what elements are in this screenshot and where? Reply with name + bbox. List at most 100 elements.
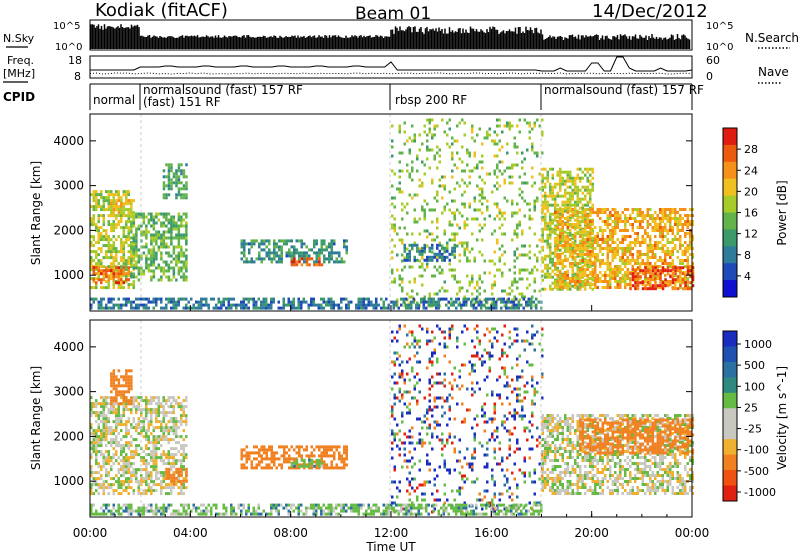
data-cell	[265, 303, 268, 307]
data-cell	[671, 229, 674, 232]
data-cell	[689, 214, 692, 217]
data-cell	[451, 169, 454, 173]
data-cell	[170, 447, 173, 451]
data-cell	[411, 243, 414, 247]
data-cell	[112, 262, 115, 266]
data-cell	[105, 468, 108, 472]
data-cell	[541, 269, 544, 273]
data-cell	[654, 287, 657, 291]
data-cell	[152, 300, 155, 304]
data-cell	[433, 124, 436, 128]
data-cell	[601, 262, 604, 265]
data-cell	[541, 215, 544, 219]
data-cell	[471, 232, 474, 236]
data-cell	[481, 211, 484, 215]
data-cell	[145, 402, 148, 406]
data-cell	[486, 136, 489, 140]
data-cell	[312, 300, 315, 304]
data-cell	[160, 483, 163, 487]
data-cell	[125, 471, 128, 475]
data-cell	[177, 233, 181, 237]
noise-panel: 10^5 10^0 10^5 10^0	[53, 19, 733, 53]
data-cell	[250, 239, 253, 243]
data-cell	[604, 247, 607, 250]
data-cell	[142, 215, 146, 219]
data-cell	[165, 297, 168, 301]
data-cell	[486, 133, 489, 137]
data-cell	[556, 287, 559, 291]
data-cell	[586, 274, 589, 277]
data-cell	[669, 253, 672, 256]
data-cell	[528, 217, 531, 221]
data-cell	[107, 492, 110, 496]
data-cell	[152, 215, 156, 219]
data-cell	[175, 420, 178, 424]
data-cell	[398, 274, 401, 278]
data-cell	[240, 306, 243, 310]
data-cell	[586, 203, 589, 207]
data-cell	[551, 263, 554, 267]
data-cell	[120, 474, 123, 478]
data-cell	[220, 306, 223, 310]
data-cell	[112, 208, 116, 212]
data-cell	[472, 306, 475, 310]
data-cell	[561, 266, 564, 270]
data-cell	[421, 256, 424, 260]
data-cell	[679, 286, 682, 289]
data-cell	[172, 257, 176, 261]
data-cell	[145, 230, 148, 234]
data-cell	[277, 300, 280, 304]
data-cell	[398, 190, 401, 194]
data-cell	[546, 272, 549, 276]
data-cell	[631, 226, 634, 229]
data-cell	[559, 179, 562, 183]
data-cell	[120, 238, 123, 242]
data-cell	[115, 441, 118, 445]
data-cell	[646, 287, 650, 291]
data-cell	[491, 283, 494, 287]
data-cell	[300, 303, 303, 307]
data-cell	[160, 474, 163, 478]
data-cell	[152, 408, 155, 412]
data-cell	[125, 226, 128, 230]
data-cell	[574, 280, 577, 283]
data-cell	[401, 259, 404, 263]
data-cell	[606, 280, 609, 283]
data-cell	[345, 303, 348, 307]
data-cell	[102, 456, 105, 460]
data-cell	[566, 244, 569, 247]
data-cell	[463, 220, 466, 224]
data-cell	[533, 124, 536, 128]
data-cell	[90, 297, 93, 301]
data-cell	[135, 453, 138, 457]
data-cell	[278, 254, 281, 258]
data-cell	[574, 182, 577, 186]
data-cell	[411, 289, 414, 293]
data-cell	[411, 246, 414, 250]
data-cell	[122, 205, 126, 209]
data-cell	[451, 154, 454, 158]
data-cell	[132, 259, 135, 263]
data-cell	[92, 471, 95, 475]
data-cell	[107, 256, 110, 260]
data-cell	[546, 233, 549, 237]
data-cell	[265, 300, 268, 304]
data-cell	[160, 480, 163, 484]
data-cell	[185, 175, 188, 179]
data-cell	[586, 235, 589, 238]
data-cell	[616, 223, 619, 226]
data-cell	[591, 253, 594, 256]
data-cell	[471, 127, 474, 131]
data-cell	[549, 224, 552, 228]
data-cell	[679, 266, 682, 270]
data-cell	[674, 266, 677, 270]
data-cell	[320, 251, 323, 255]
data-cell	[456, 280, 459, 284]
data-cell	[596, 280, 599, 283]
data-cell	[245, 303, 248, 307]
data-cell	[420, 297, 423, 301]
data-cell	[115, 193, 118, 197]
data-cell	[651, 272, 655, 276]
data-cell	[581, 217, 584, 220]
data-cell	[674, 283, 677, 286]
